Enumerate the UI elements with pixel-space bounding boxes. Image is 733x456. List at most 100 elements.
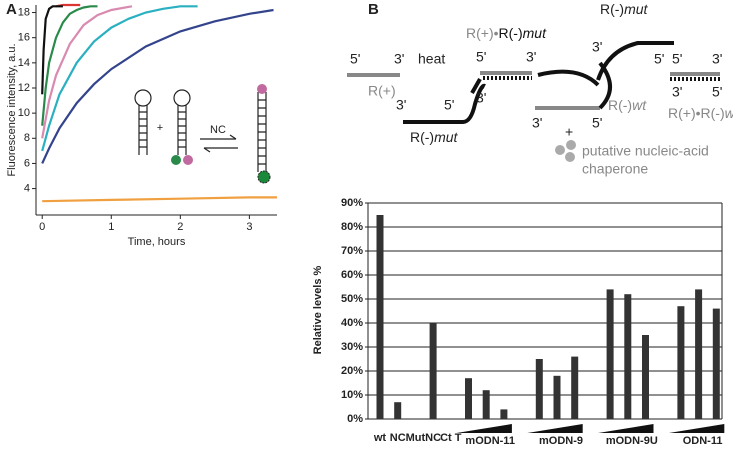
bar [642, 335, 649, 419]
end-label: 3' [476, 90, 486, 106]
y-tick-label: 50% [341, 293, 363, 305]
strand: R(-) [600, 1, 624, 17]
y-tick-label: 12 [18, 82, 30, 94]
strand: R(-) [410, 129, 434, 145]
x-tick-label: NC [390, 432, 406, 444]
y-tick-label: 4 [24, 182, 30, 194]
end-label: 5' [592, 115, 602, 131]
ramp [456, 424, 512, 433]
end-label: 5' [712, 84, 722, 100]
dot: • [696, 105, 701, 121]
chaperone-label: chaperone [582, 161, 648, 177]
dot: • [494, 25, 499, 41]
y-tick-label: 90% [341, 197, 363, 209]
y-tick-label: 6 [24, 157, 30, 169]
bar [429, 323, 437, 419]
x-tick-label: 2 [177, 221, 183, 233]
y-tick-label: 70% [341, 245, 363, 257]
y-tick-label: 60% [341, 269, 363, 281]
end-label: 5' [444, 97, 454, 113]
y-tick-label: 10 [18, 107, 30, 119]
end-label: 3' [526, 49, 536, 65]
strand-label: R(-)wt [608, 97, 647, 113]
y-tick-label: 16 [18, 32, 30, 44]
strand-label: R(-)mut [410, 129, 459, 145]
strand-label: R(+)•R(-)wt [668, 105, 733, 121]
ramp [527, 424, 583, 433]
bar [535, 359, 543, 419]
bar [624, 294, 632, 419]
end-label: 3' [394, 51, 404, 67]
line [42, 196, 277, 203]
schematic [347, 41, 720, 124]
chaperone-dot [555, 145, 565, 155]
group-label: ODN-11 [683, 435, 723, 447]
panel-label: B [368, 1, 379, 18]
y-tick-label: 8 [24, 132, 30, 144]
x-tick-label: 1 [108, 221, 114, 233]
strand-type: mut [434, 129, 458, 145]
heat-label: heat [418, 51, 445, 67]
strand: R(+) [466, 25, 494, 41]
inset-plus: + [157, 122, 163, 134]
group-label: mODN-9U [606, 435, 658, 447]
line [41, 5, 198, 152]
x-tick-label: NC [425, 432, 441, 444]
line [41, 5, 63, 95]
strand: R(-) [701, 105, 725, 121]
x-tick-label: Mut [406, 432, 426, 444]
inset-label: NC [210, 124, 226, 136]
plus: + [565, 124, 573, 140]
x-tick-label: 0 [39, 221, 45, 233]
strand-type: mut [523, 25, 547, 41]
bar [500, 409, 508, 419]
bar [571, 356, 579, 419]
y-tick-label: 80% [341, 221, 363, 233]
chaperone-label: putative nucleic-acid [582, 143, 709, 159]
end-label: 5' [654, 51, 664, 67]
y-tick-label: 18 [18, 6, 30, 18]
y-axis-label: Fluorescence intensity, a.u. [6, 43, 18, 176]
bar [677, 306, 685, 419]
strand-label: R(-)mut [600, 1, 649, 17]
end-label: 5' [672, 51, 682, 67]
bar [394, 402, 402, 419]
strand-label: R(+)•R(-)mut [466, 25, 547, 41]
end-label: 3' [672, 84, 682, 100]
group-label: mODN-9 [539, 435, 583, 447]
y-tick-label: 20% [341, 365, 363, 377]
strand-type: wt [725, 105, 733, 121]
ramp [598, 424, 654, 433]
end-label: 3' [592, 39, 602, 55]
strand-label: R(+) [368, 83, 396, 99]
bar [606, 289, 614, 419]
fluorophore [171, 155, 181, 165]
bar [712, 308, 720, 419]
strand-type: wt [632, 97, 647, 113]
end-label: 3' [712, 51, 722, 67]
strand: R(-) [499, 25, 523, 41]
end-label: 5' [476, 49, 486, 65]
ramp [668, 424, 725, 433]
panel-label: A [6, 1, 17, 18]
x-tick-label: Ct T [440, 432, 462, 444]
quencher [257, 84, 267, 94]
end-label: 3' [396, 97, 406, 113]
strand: R(+) [668, 105, 696, 121]
line [41, 5, 133, 139]
fluorophore [257, 170, 271, 184]
group-label: mODN-11 [465, 435, 515, 447]
y-tick-label: 10% [341, 389, 363, 401]
chaperone-dot [565, 152, 575, 162]
line [41, 5, 98, 126]
end-label: 3' [532, 115, 542, 131]
bar [695, 289, 703, 419]
bar [465, 378, 472, 419]
end-label: 5' [350, 51, 360, 67]
strand: R(-) [608, 97, 632, 113]
bar [553, 375, 561, 419]
y-tick-label: 14 [18, 57, 30, 69]
quencher [183, 155, 193, 165]
y-tick-label: 0% [347, 413, 363, 425]
